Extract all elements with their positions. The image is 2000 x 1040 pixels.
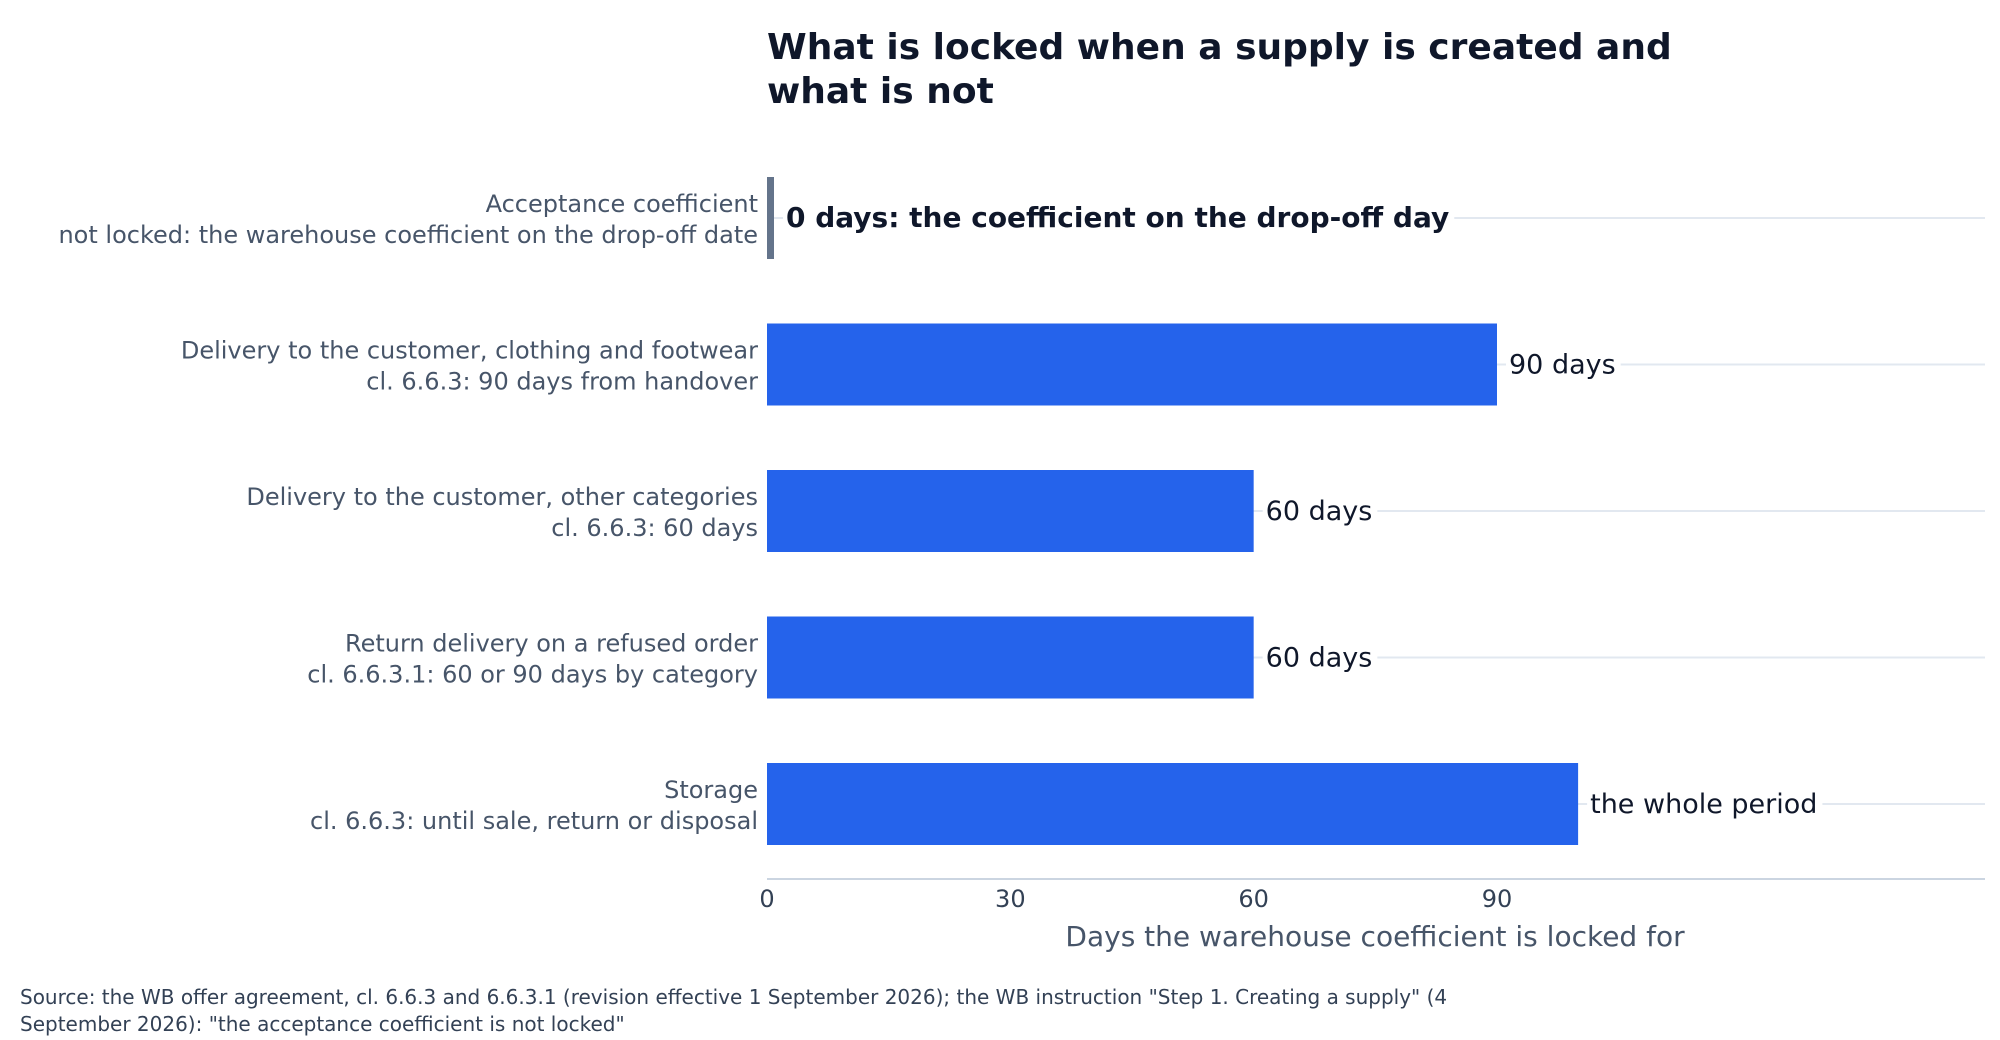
bar-chart: Acceptance coefficient not locked: the wa…	[58, 177, 1985, 953]
data-label-background	[1262, 494, 1378, 529]
chart-title: What is locked when a supply is created …	[767, 26, 1767, 114]
category-label: Delivery to the customer, other categori…	[246, 483, 758, 542]
source-line-1: Source: the WB offer agreement, cl. 6.6.…	[20, 985, 1448, 1009]
chart-title-line-2: what is not	[767, 71, 994, 112]
data-label-background	[1262, 640, 1378, 676]
source-note: Source: the WB offer agreement, cl. 6.6.…	[20, 984, 1660, 1038]
x-tick-label: 0	[759, 885, 774, 913]
x-tick-label: 60	[1238, 885, 1269, 913]
data-label-background	[1506, 347, 1621, 383]
x-tick-label: 90	[1482, 885, 1513, 913]
category-label: Acceptance coefficient not locked: the wa…	[58, 190, 758, 249]
category-label: Return delivery on a refused order cl. 6.…	[307, 630, 758, 689]
chart-title-line-1: What is locked when a supply is created …	[767, 27, 1672, 68]
data-label-background	[1587, 787, 1823, 822]
source-line-2: September 2026): "the acceptance coeffic…	[20, 1012, 625, 1036]
data-label: 0 days: the coefficient on the drop-off …	[786, 201, 1449, 234]
data-label-background	[783, 199, 1455, 236]
bar	[767, 470, 1254, 552]
category-label: Storage cl. 6.6.3: until sale, return or …	[310, 776, 758, 835]
data-label: 60 days	[1266, 643, 1373, 674]
bar	[767, 763, 1579, 845]
data-label: the whole period	[1590, 789, 1817, 820]
category-label: Delivery to the customer, clothing and f…	[181, 337, 758, 396]
bar	[767, 177, 774, 259]
x-tick-label: 30	[995, 885, 1026, 913]
bar	[767, 616, 1254, 699]
data-label: 90 days	[1509, 350, 1616, 381]
x-axis-label: Days the warehouse coefficient is locked…	[1065, 920, 1685, 953]
data-label: 60 days	[1266, 496, 1373, 527]
bar	[767, 323, 1497, 406]
